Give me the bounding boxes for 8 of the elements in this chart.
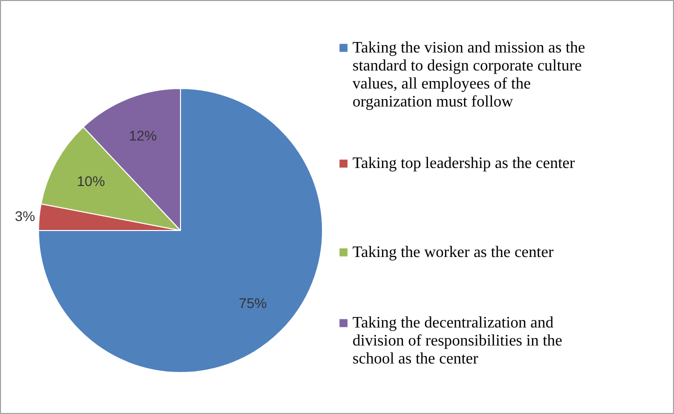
legend-label: Taking top leadership as the center — [352, 155, 576, 172]
data-label: 3% — [14, 208, 36, 224]
legend-label: Taking the vision and mission as the standard to design corporate culture values, all employees of the organization must follow — [352, 39, 586, 110]
data-label: 10% — [76, 173, 105, 190]
legend-label: Taking the decentralization and division of responsibilities in the school as the center — [352, 314, 562, 368]
legend-label: Taking the worker as the center — [352, 244, 554, 261]
data-label: 75% — [238, 294, 267, 311]
data-label: 12% — [128, 127, 157, 144]
